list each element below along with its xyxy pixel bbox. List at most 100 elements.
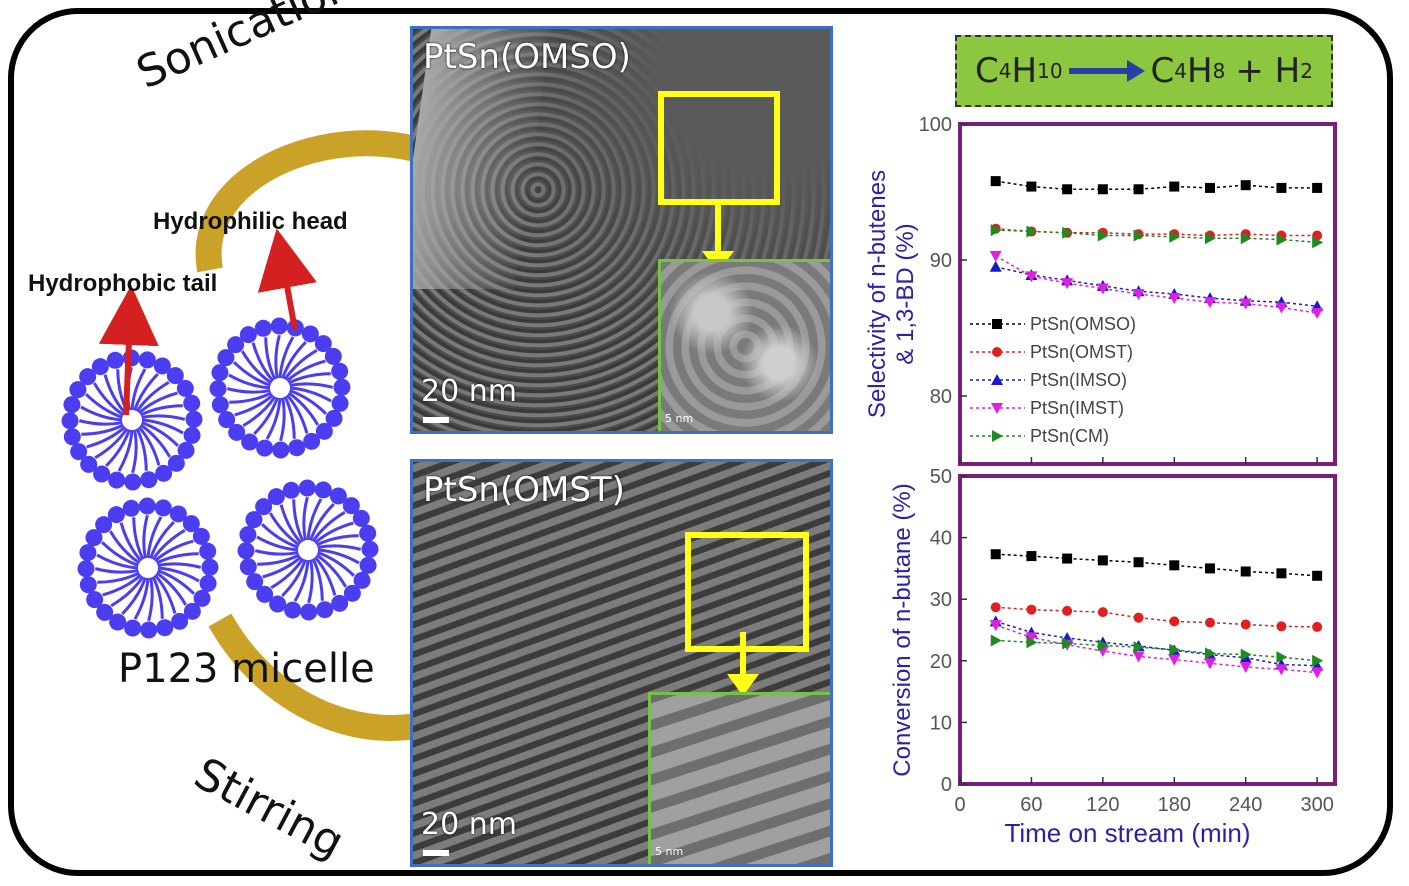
inset-scale-omst: 5 nm	[655, 845, 684, 858]
x-axis-label: Time on stream (min)	[1004, 818, 1250, 848]
micelle-illustration	[61, 228, 379, 639]
tem-inset-omst: 5 nm	[648, 692, 830, 864]
y-tick-label: 90	[930, 250, 952, 272]
data-point	[1204, 658, 1216, 670]
zoom-arrow-shaft	[715, 205, 721, 255]
legend-label: PtSn(IMSO)	[1030, 370, 1127, 390]
data-point	[1133, 641, 1145, 654]
x-tick-label: 120	[1086, 794, 1119, 816]
data-point	[1097, 229, 1109, 242]
data-point	[992, 347, 1002, 357]
data-point	[1133, 184, 1144, 195]
data-point	[989, 250, 1002, 262]
series-line	[995, 266, 1318, 307]
x-tick-label: 240	[1229, 794, 1262, 816]
micelle	[237, 479, 379, 621]
data-point	[992, 430, 1003, 442]
data-point	[1026, 636, 1038, 649]
zoom-region	[658, 91, 780, 205]
y-tick-label: 0	[941, 774, 952, 796]
micelle	[61, 349, 203, 491]
micelle	[77, 497, 219, 639]
zoom-arrow-head	[727, 674, 759, 696]
data-point	[1169, 616, 1180, 627]
data-point	[989, 260, 1002, 272]
data-point	[1097, 607, 1108, 618]
data-point	[1240, 619, 1251, 630]
hydrophobic-arrow	[98, 285, 159, 416]
y-axis-label: Selectivity of n-butenes	[864, 170, 891, 418]
data-point	[1096, 283, 1109, 295]
x-tick-label: 180	[1158, 794, 1191, 816]
data-point	[1312, 236, 1324, 249]
tem-image-omst: PtSn(OMST) 20 nm 5 nm	[410, 459, 833, 867]
data-point	[1132, 651, 1145, 663]
data-point	[1240, 180, 1251, 191]
data-point	[1205, 182, 1215, 193]
data-point	[1312, 621, 1323, 632]
data-point	[1026, 551, 1037, 562]
data-point	[1275, 302, 1288, 314]
data-point	[1276, 568, 1287, 579]
data-point	[1312, 182, 1323, 193]
data-point	[1097, 184, 1108, 195]
y-axis-label: Conversion of n-butane (%)	[889, 483, 916, 776]
y-tick-label: 30	[930, 589, 952, 611]
data-point	[992, 319, 1002, 329]
y-tick-label: 80	[930, 386, 952, 408]
data-point	[1062, 226, 1074, 239]
y-tick-label: 40	[930, 528, 952, 550]
data-point	[1026, 604, 1037, 615]
data-point	[1205, 617, 1215, 628]
data-point	[1026, 181, 1037, 192]
hydrophilic-label: Hydrophilic head	[153, 208, 348, 235]
data-point	[1169, 230, 1181, 243]
x-tick-label: 0	[954, 794, 965, 816]
tem-image-omso: PtSn(OMSO) 20 nm 5 nm	[410, 26, 833, 434]
hydrophilic-arrow	[257, 228, 317, 331]
data-point	[1026, 225, 1038, 238]
data-point	[1239, 661, 1252, 673]
data-point	[1062, 184, 1073, 195]
data-point	[1168, 293, 1181, 305]
data-point	[1062, 637, 1074, 650]
data-point	[1240, 232, 1252, 245]
data-point	[1240, 566, 1251, 577]
data-point	[1204, 297, 1216, 309]
data-point	[1205, 563, 1215, 574]
y-tick-label: 50	[930, 466, 952, 488]
x-tick-label: 60	[1020, 794, 1042, 816]
data-point	[1312, 654, 1324, 667]
data-point	[1133, 612, 1144, 623]
zoom-region	[685, 532, 809, 652]
hydrophobic-label: Hydrophobic tail	[28, 270, 218, 297]
data-point	[1169, 560, 1180, 571]
y-tick-label: 20	[930, 651, 952, 673]
tem-scale-omst: 20 nm	[421, 807, 517, 842]
data-point	[990, 176, 1001, 187]
inset-scale-omso: 5 nm	[665, 412, 694, 425]
legend-label: PtSn(IMST)	[1030, 398, 1124, 418]
data-point	[1276, 651, 1288, 664]
data-point	[1133, 557, 1144, 568]
data-point	[1025, 632, 1038, 644]
data-point	[1275, 664, 1288, 676]
x-tick-label: 300	[1300, 794, 1333, 816]
tem-scale-omso: 20 nm	[421, 374, 517, 409]
data-point	[1239, 298, 1252, 310]
data-point	[1311, 308, 1324, 320]
y-tick-label: 100	[919, 114, 952, 136]
legend-label: PtSn(OMSO)	[1030, 314, 1136, 334]
data-point	[1276, 233, 1288, 246]
y-tick-label: 10	[930, 712, 952, 734]
tem-inset-omso: 5 nm	[658, 259, 830, 431]
data-point	[1062, 553, 1073, 564]
data-point	[990, 549, 1001, 560]
data-point	[1205, 232, 1216, 245]
zoom-arrow-shaft	[740, 632, 746, 678]
data-point	[1205, 647, 1216, 660]
plot-frame	[958, 474, 1337, 786]
data-point	[990, 224, 1002, 237]
